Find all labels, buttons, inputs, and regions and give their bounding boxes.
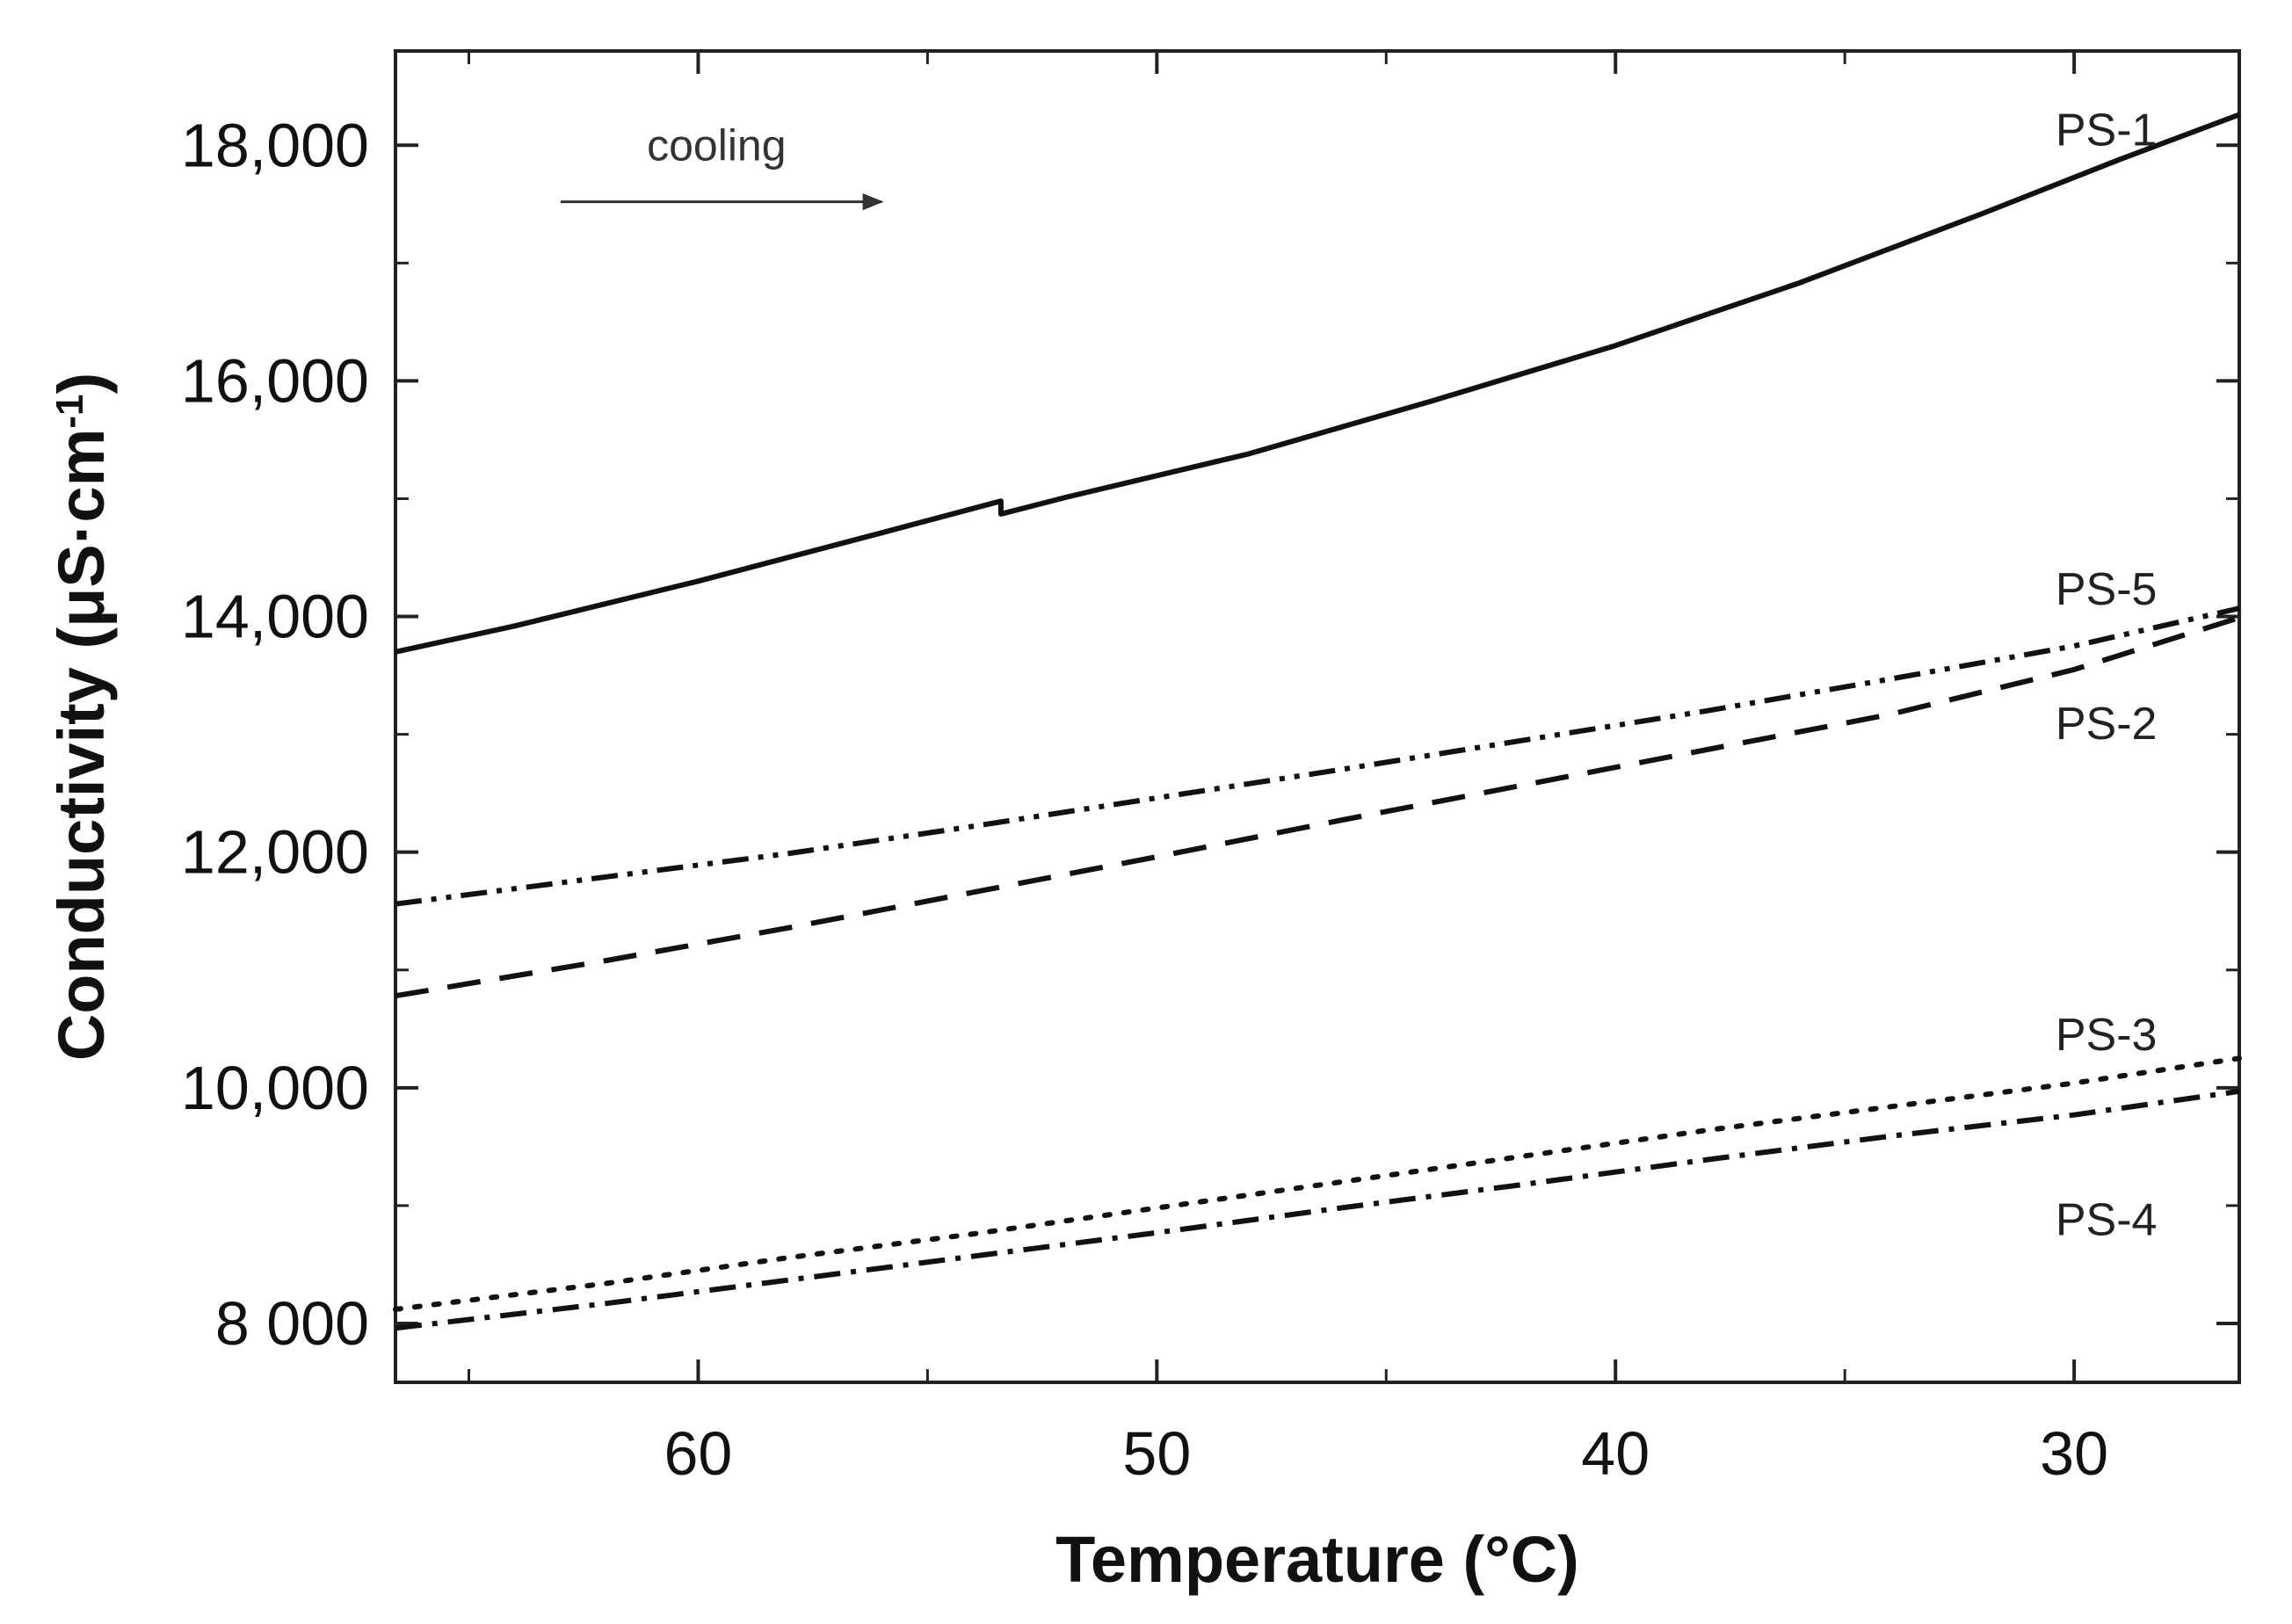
x-axis-title: Temperature (°C): [1055, 1523, 1579, 1596]
plot-frame: [394, 49, 2241, 1384]
series-label-ps-3: PS-3: [2056, 1010, 2158, 1061]
y-axis-title-superscript: -1: [48, 394, 91, 428]
y-tick-label: 18,000: [181, 111, 369, 179]
cooling-annotation: cooling: [647, 121, 786, 170]
y-tick-label: 12,000: [181, 818, 369, 887]
y-tick-label: 10,000: [181, 1054, 369, 1122]
series-label-ps-2: PS-2: [2056, 699, 2158, 750]
y-axis-title-main: Conductivity (μS·cm: [45, 429, 118, 1062]
y-axis-title: Conductivity (μS·cm-1): [45, 373, 118, 1061]
series-label-ps-5: PS-5: [2056, 564, 2158, 615]
series-line-ps-1: [395, 112, 2241, 655]
series-line-ps-5: [395, 605, 2240, 907]
y-tick-label: 8 000: [215, 1289, 369, 1358]
y-tick-label: 16,000: [181, 346, 369, 415]
x-tick-label: 30: [2040, 1419, 2108, 1488]
y-axis-title-close: ): [45, 373, 118, 395]
series-line-ps-2: [395, 615, 2240, 999]
x-tick-label: 60: [664, 1419, 733, 1488]
x-tick-label: 40: [1581, 1419, 1650, 1488]
series-label-ps-4: PS-4: [2056, 1194, 2158, 1245]
series-line-ps-3: [393, 1055, 2242, 1312]
series-line-ps-4: [395, 1088, 2240, 1331]
x-tick-label: 50: [1122, 1419, 1191, 1488]
y-tick-label: 14,000: [181, 583, 369, 651]
series-label-ps-1: PS-1: [2056, 105, 2158, 156]
